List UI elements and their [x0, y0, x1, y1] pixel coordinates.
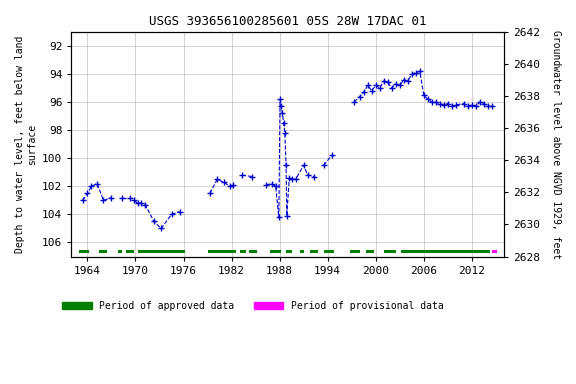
Bar: [324, 250, 334, 253]
Bar: [300, 250, 304, 253]
Bar: [126, 250, 134, 253]
Bar: [79, 250, 89, 253]
Bar: [270, 250, 281, 253]
Bar: [138, 250, 185, 253]
Bar: [207, 250, 236, 253]
Legend: Period of approved data, Period of provisional data: Period of approved data, Period of provi…: [59, 297, 448, 314]
Bar: [100, 250, 108, 253]
Bar: [384, 250, 396, 253]
Bar: [401, 250, 490, 253]
Bar: [240, 250, 246, 253]
Bar: [492, 250, 498, 253]
Bar: [350, 250, 360, 253]
Bar: [118, 250, 122, 253]
Y-axis label: Depth to water level, feet below land
surface: Depth to water level, feet below land su…: [15, 36, 37, 253]
Bar: [310, 250, 318, 253]
Bar: [366, 250, 374, 253]
Y-axis label: Groundwater level above NGVD 1929, feet: Groundwater level above NGVD 1929, feet: [551, 30, 561, 259]
Title: USGS 393656100285601 05S 28W 17DAC 01: USGS 393656100285601 05S 28W 17DAC 01: [149, 15, 426, 28]
Bar: [286, 250, 291, 253]
Bar: [249, 250, 257, 253]
